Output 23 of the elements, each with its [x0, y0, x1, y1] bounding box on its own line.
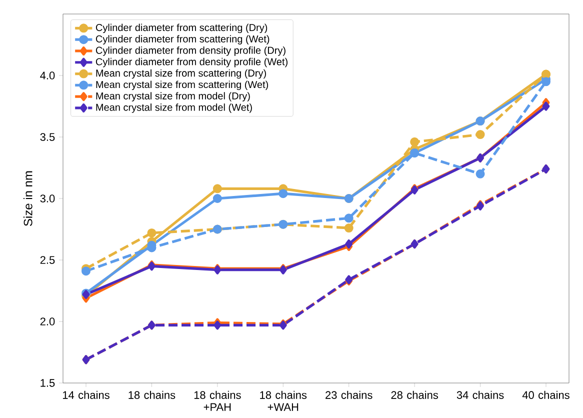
legend-label: Mean crystal size from model (Dry) [96, 92, 250, 102]
x-tick-label: 18 chains [128, 390, 176, 399]
y-tick-label: 1.5 [40, 379, 55, 387]
y-axis-title: Size in nm [24, 171, 32, 226]
y-tick-label: 4.0 [40, 72, 55, 80]
x-tick-label: 40 chains [522, 390, 570, 399]
legend-label: Cylinder diameter from scattering (Wet) [96, 35, 270, 44]
x-tick-label: 23 chains [326, 390, 372, 399]
legend-label: Mean crystal size from scattering (Wet) [96, 80, 268, 90]
legend-label: Cylinder diameter from density profile (Dry) [96, 46, 286, 56]
x-tick-label: 18 chains +WAH [260, 390, 307, 411]
legend-label: Mean crystal size from scattering (Dry) [96, 69, 266, 79]
y-tick-label: 2.5 [40, 256, 55, 264]
y-tick-label: 3.0 [40, 194, 55, 202]
legend-label: Cylinder diameter from density profile (Wet) [96, 58, 288, 68]
y-tick-label: 2.0 [40, 318, 55, 326]
x-tick-label: 14 chains [62, 390, 110, 399]
legend-label: Cylinder diameter from scattering (Dry) [96, 24, 268, 34]
x-tick-label: 34 chains [456, 390, 504, 399]
y-tick-label: 3.5 [40, 133, 55, 141]
legend-label: Mean crystal size from model (Wet) [96, 104, 252, 113]
x-tick-label: 18 chains +PAH [194, 390, 241, 411]
x-tick-label: 28 chains [391, 390, 438, 399]
